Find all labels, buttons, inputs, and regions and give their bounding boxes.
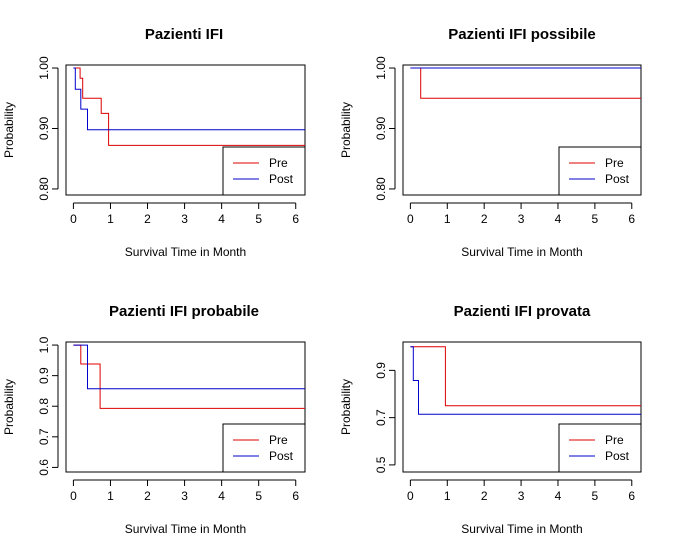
series-line-pre bbox=[73, 344, 305, 409]
x-tick-label: 6 bbox=[292, 212, 299, 226]
series-line-post bbox=[73, 67, 305, 131]
chart-panel-1: Pazienti IFI 0 1 2 3 4 5 6 Survival Time in Mont… bbox=[2, 26, 306, 259]
y-tick-label: 1.00 bbox=[374, 56, 388, 80]
x-tick-label: 0 bbox=[70, 212, 77, 226]
x-axis-label: Survival Time in Month bbox=[461, 522, 582, 536]
legend: Pre Post bbox=[222, 146, 306, 196]
x-tick-label: 0 bbox=[70, 489, 77, 503]
x-tick-label: 5 bbox=[255, 212, 262, 226]
y-tick-label: 0.9 bbox=[37, 367, 51, 384]
chart-title: Pazienti IFI bbox=[145, 26, 223, 43]
x-tick-label: 4 bbox=[218, 212, 225, 226]
y-tick-label: 0.6 bbox=[37, 459, 51, 476]
chart-panel-3: Pazienti IFI probabile 0 1 2 3 4 5 6 Survival Ti… bbox=[2, 303, 306, 536]
x-tick-label: 1 bbox=[444, 212, 451, 226]
series-line-pre bbox=[410, 346, 641, 407]
x-axis-label: Survival Time in Month bbox=[125, 245, 246, 259]
legend-label-post: Post bbox=[269, 172, 294, 186]
x-tick-label: 2 bbox=[481, 489, 488, 503]
y-axis: 0.80 0.90 1.00 bbox=[374, 56, 396, 201]
x-tick-label: 3 bbox=[518, 489, 525, 503]
legend-label-post: Post bbox=[269, 449, 294, 463]
y-axis: 0.80 0.90 1.00 bbox=[37, 56, 59, 201]
legend-label-pre: Pre bbox=[605, 156, 624, 170]
y-tick-label: 1.0 bbox=[37, 336, 51, 353]
y-tick-label: 0.90 bbox=[37, 116, 51, 140]
chart-panel-4: Pazienti IFI provata 0 1 2 3 4 5 6 Survival Time… bbox=[339, 303, 642, 536]
x-tick-label: 2 bbox=[144, 489, 151, 503]
y-axis: 0.5 0.7 0.9 bbox=[374, 362, 396, 473]
series-line-post bbox=[73, 344, 305, 390]
series-line-post bbox=[410, 346, 641, 415]
x-tick-label: 1 bbox=[107, 489, 114, 503]
legend-label-pre: Pre bbox=[269, 433, 288, 447]
x-axis-label: Survival Time in Month bbox=[461, 245, 582, 259]
legend-box bbox=[558, 146, 642, 196]
x-axis: 0 1 2 3 4 5 6 bbox=[70, 202, 299, 226]
x-tick-label: 0 bbox=[407, 212, 414, 226]
legend: Pre Post bbox=[558, 146, 642, 196]
x-tick-label: 5 bbox=[255, 489, 262, 503]
x-tick-label: 3 bbox=[181, 489, 188, 503]
legend-box bbox=[222, 423, 306, 473]
y-tick-label: 0.9 bbox=[374, 362, 388, 379]
y-tick-label: 1.00 bbox=[37, 56, 51, 80]
x-tick-label: 2 bbox=[144, 212, 151, 226]
x-axis-label: Survival Time in Month bbox=[125, 522, 246, 536]
y-tick-label: 0.7 bbox=[374, 409, 388, 426]
x-tick-label: 4 bbox=[555, 489, 562, 503]
y-axis-label: Probability bbox=[2, 379, 16, 435]
y-tick-label: 0.80 bbox=[374, 177, 388, 201]
x-axis: 0 1 2 3 4 5 6 bbox=[407, 202, 635, 226]
y-tick-label: 0.7 bbox=[37, 428, 51, 445]
y-tick-label: 0.80 bbox=[37, 177, 51, 201]
chart-title: Pazienti IFI probabile bbox=[109, 303, 259, 320]
x-tick-label: 6 bbox=[292, 489, 299, 503]
legend-label-pre: Pre bbox=[269, 156, 288, 170]
legend-box bbox=[222, 146, 306, 196]
y-axis-label: Probability bbox=[339, 102, 353, 158]
chart-title: Pazienti IFI possibile bbox=[448, 26, 596, 43]
legend-box bbox=[558, 423, 642, 473]
x-axis: 0 1 2 3 4 5 6 bbox=[70, 479, 299, 503]
series-line-pre bbox=[73, 67, 305, 146]
x-tick-label: 2 bbox=[481, 212, 488, 226]
y-tick-label: 0.8 bbox=[37, 398, 51, 415]
plot-frame bbox=[402, 341, 642, 473]
chart-title: Pazienti IFI provata bbox=[454, 303, 591, 320]
y-axis: 0.6 0.7 0.8 0.9 1.0 bbox=[37, 336, 59, 476]
x-tick-label: 4 bbox=[555, 212, 562, 226]
x-tick-label: 4 bbox=[218, 489, 225, 503]
y-axis-label: Probability bbox=[339, 379, 353, 435]
legend-label-pre: Pre bbox=[605, 433, 624, 447]
legend-label-post: Post bbox=[605, 172, 630, 186]
legend-label-post: Post bbox=[605, 449, 630, 463]
x-tick-label: 3 bbox=[518, 212, 525, 226]
x-axis: 0 1 2 3 4 5 6 bbox=[407, 479, 635, 503]
x-tick-label: 1 bbox=[444, 489, 451, 503]
x-tick-label: 1 bbox=[107, 212, 114, 226]
x-tick-label: 5 bbox=[592, 212, 599, 226]
y-axis-label: Probability bbox=[2, 102, 16, 158]
y-tick-label: 0.5 bbox=[374, 456, 388, 473]
x-tick-label: 6 bbox=[628, 212, 635, 226]
series-line-pre bbox=[410, 67, 641, 99]
y-tick-label: 0.90 bbox=[374, 116, 388, 140]
chart-panel-2: Pazienti IFI possibile 0 1 2 3 4 5 6 Survival Ti… bbox=[339, 26, 642, 259]
plot-frame bbox=[65, 341, 306, 473]
x-tick-label: 3 bbox=[181, 212, 188, 226]
x-tick-label: 5 bbox=[592, 489, 599, 503]
legend: Pre Post bbox=[558, 423, 642, 473]
x-tick-label: 6 bbox=[628, 489, 635, 503]
x-tick-label: 0 bbox=[407, 489, 414, 503]
legend: Pre Post bbox=[222, 423, 306, 473]
plot-frame bbox=[402, 64, 642, 196]
